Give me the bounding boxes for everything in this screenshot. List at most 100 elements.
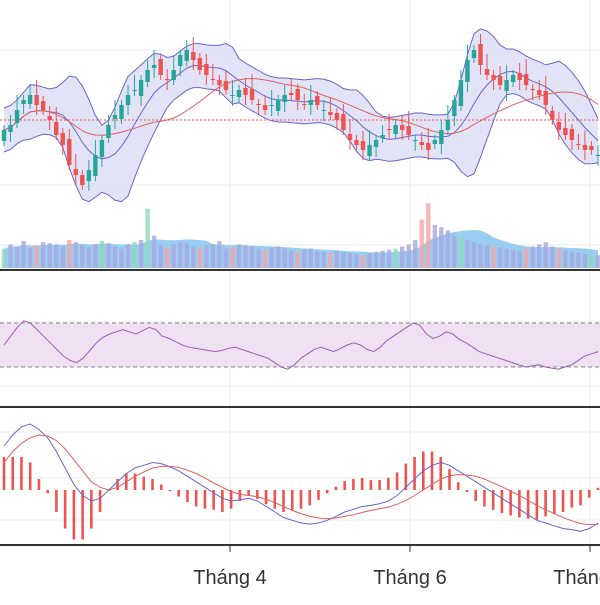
candle-body (47, 116, 52, 120)
volume-bar (8, 244, 13, 268)
volume-bar (439, 227, 444, 268)
volume-bar (158, 245, 163, 268)
macd-histogram-bar (238, 490, 242, 501)
macd-histogram-bar (413, 457, 416, 490)
macd-histogram-bar (37, 479, 41, 490)
candle-body (295, 89, 300, 100)
candle-body (576, 144, 581, 145)
candle-body (589, 146, 594, 150)
volume-bar (386, 249, 392, 268)
candle-body (8, 125, 13, 132)
volume-pane (1, 203, 600, 268)
candle-body (230, 95, 235, 96)
volume-bar (249, 246, 255, 268)
candle-body (445, 120, 451, 130)
candle-body (543, 91, 548, 105)
macd-line (3, 423, 599, 532)
candle-body (73, 169, 79, 175)
volume-bar (210, 244, 216, 268)
volume-bar (67, 240, 72, 268)
volume-bar (491, 246, 496, 268)
candle-body (550, 111, 555, 120)
candle-body (151, 65, 157, 68)
candle-body (67, 139, 72, 165)
macd-histogram-bar (63, 490, 67, 529)
candle-body (497, 76, 503, 85)
candle-body (132, 90, 137, 91)
x-tick-label: Tháng 8 (553, 567, 600, 589)
volume-bar (302, 249, 307, 268)
volume-bar (328, 252, 333, 268)
macd-histogram-bar (465, 490, 469, 493)
macd-histogram-bar (212, 490, 215, 510)
macd-signal-line (3, 434, 599, 526)
candle-body (563, 128, 568, 135)
volume-bar (543, 242, 548, 268)
volume-bar (106, 243, 111, 268)
candle-body (27, 95, 33, 104)
candle-body (595, 155, 600, 156)
candle-body (80, 175, 85, 185)
candle-body (582, 145, 588, 150)
macd-histogram-bar (325, 490, 329, 494)
candle-body (125, 95, 131, 105)
candle-body (471, 50, 477, 58)
volume-bar (178, 242, 183, 268)
volume-bar (197, 247, 203, 268)
macd-histogram-bar (299, 490, 303, 509)
macd-histogram-bar (159, 484, 163, 490)
macd-histogram-bar (500, 490, 504, 514)
volume-bar (14, 246, 20, 268)
volume-bar (445, 230, 451, 268)
candle-body (328, 112, 333, 115)
macd-histogram-bar (352, 479, 355, 490)
macd-histogram-bar (579, 490, 582, 506)
volume-bar (262, 249, 268, 268)
volume-bar (556, 248, 562, 268)
macd-histogram-bar (247, 490, 250, 496)
candle-body (1, 130, 7, 141)
candle-body (354, 140, 359, 145)
volume-bar (537, 244, 542, 268)
macd-histogram-bar (81, 490, 84, 540)
candle-body (171, 70, 176, 80)
volume-bar (563, 250, 568, 268)
volume-bar (308, 248, 313, 268)
candle-body (373, 140, 379, 147)
volume-bar (243, 245, 248, 268)
candle-body (262, 105, 268, 110)
volume-ma-area (4, 230, 598, 268)
candle-body (119, 105, 124, 119)
macd-histogram-bar (343, 481, 346, 490)
candle-body (302, 104, 307, 105)
candle-body (34, 95, 39, 105)
macd-histogram-bar (55, 490, 58, 512)
candle-body (93, 155, 98, 176)
bollinger-middle-line (3, 65, 599, 160)
candle-body (164, 79, 170, 80)
candle-body (510, 75, 516, 82)
volume-bar (119, 248, 124, 268)
volume-bar (60, 246, 65, 268)
candle-body (178, 55, 183, 66)
macd-histogram-bar (290, 490, 294, 510)
candle-body (399, 125, 405, 130)
volume-bar (125, 244, 131, 268)
volume-bar (230, 247, 235, 268)
volume-bar (269, 247, 274, 268)
macd-histogram-bar (177, 490, 181, 497)
macd-histogram-bar (308, 490, 312, 506)
macd-histogram-bar (439, 457, 443, 490)
candle-body (380, 135, 385, 138)
candle-body (217, 80, 222, 85)
macd-histogram-bar (194, 490, 198, 507)
volume-bar (132, 242, 137, 268)
candle-body (236, 90, 242, 97)
macd-histogram-bar (98, 490, 102, 512)
macd-histogram-bar (509, 490, 512, 516)
candle-body (413, 140, 418, 141)
macd-histogram-bar (282, 490, 285, 512)
macd-histogram-bar (221, 490, 224, 512)
macd-histogram-bar (387, 477, 390, 490)
candle-body (99, 140, 105, 157)
